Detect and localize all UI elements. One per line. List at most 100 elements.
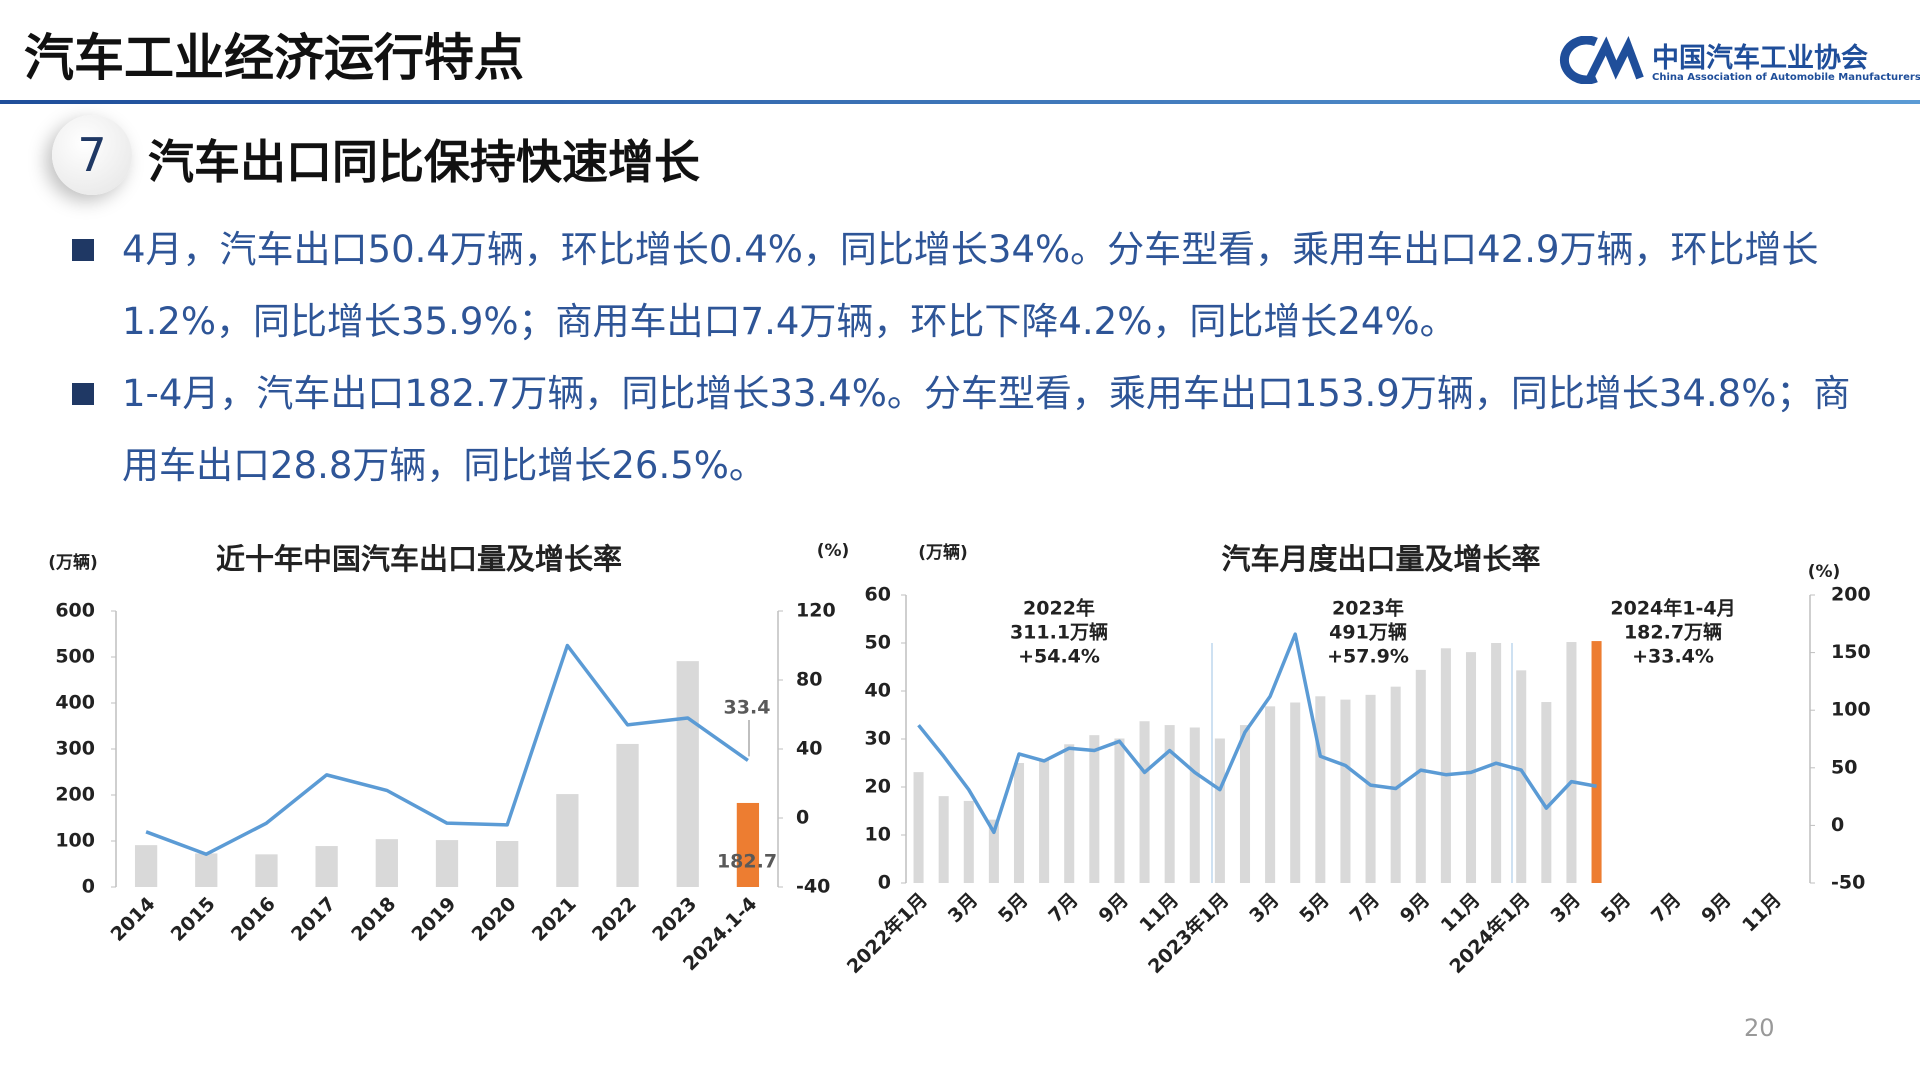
- section-number: 7: [52, 115, 132, 195]
- line: [917, 632, 1597, 835]
- bar: [1265, 706, 1276, 883]
- y2-tick-label: 150: [1831, 641, 1871, 663]
- bar: [315, 846, 338, 887]
- x-tick-label: 2021: [528, 893, 581, 946]
- bar: [1189, 727, 1200, 883]
- y-tick-label: 40: [865, 680, 891, 702]
- bar: [1365, 694, 1376, 883]
- line: [145, 643, 749, 856]
- y-tick-label: 100: [55, 830, 95, 852]
- chart-title: 汽车月度出口量及增长率: [1221, 542, 1540, 576]
- annotation: 311.1万辆: [1010, 621, 1108, 644]
- y2-axis-unit: (%): [817, 541, 850, 561]
- x-tick-label: 7月: [1346, 889, 1384, 927]
- bar: [134, 845, 158, 887]
- x-tick-label: 2023: [648, 893, 701, 946]
- x-tick-label: 2022: [588, 893, 641, 946]
- bar: [496, 841, 519, 887]
- y-tick-label: 50: [865, 632, 891, 654]
- bar: [1039, 760, 1050, 883]
- y2-tick-label: 0: [796, 807, 809, 829]
- bar: [195, 853, 218, 887]
- bar: [1440, 648, 1451, 883]
- x-tick-label: 2018: [347, 893, 400, 946]
- y-axis-unit: (万辆): [918, 542, 968, 563]
- y-tick-label: 600: [55, 600, 95, 622]
- y2-tick-label: -50: [1831, 872, 1865, 894]
- x-tick-label: 3月: [1547, 889, 1585, 927]
- bullet-list: 4月，汽车出口50.4万辆，环比增长0.4%，同比增长34%。分车型看，乘用车出…: [72, 214, 1862, 502]
- x-tick-label: 9月: [1396, 889, 1434, 927]
- x-tick-label: 2019: [407, 893, 460, 946]
- bar: [1315, 696, 1326, 883]
- bullet: 4月，汽车出口50.4万辆，环比增长0.4%，同比增长34%。分车型看，乘用车出…: [72, 214, 1862, 358]
- x-tick-label: 2014: [107, 893, 160, 946]
- bar: [556, 794, 579, 887]
- annotation: +33.4%: [1632, 646, 1714, 668]
- x-tick-label: 2017: [287, 893, 340, 946]
- y2-tick-label: 100: [1831, 699, 1871, 721]
- bar: [1566, 642, 1577, 883]
- y-tick-label: 400: [55, 692, 95, 714]
- bar: [1064, 744, 1075, 883]
- y-tick-label: 60: [865, 584, 891, 606]
- bar: [963, 800, 974, 883]
- y-tick-label: 500: [55, 646, 95, 668]
- bar: [616, 743, 639, 887]
- bar: [1139, 721, 1150, 883]
- y2-tick-label: 80: [796, 669, 822, 691]
- x-tick-label: 7月: [1044, 889, 1082, 927]
- bar: [913, 772, 924, 883]
- x-tick-label: 5月: [1597, 889, 1635, 927]
- x-tick-label: 2016: [227, 893, 280, 946]
- annotation: 2022年: [1023, 597, 1095, 620]
- bar: [1415, 669, 1426, 883]
- y-tick-label: 300: [55, 738, 95, 760]
- logo-text: 中国汽车工业协会: [1652, 43, 1868, 74]
- y2-tick-label: 50: [1831, 756, 1857, 778]
- bar: [1465, 652, 1477, 883]
- annotation: 2023年: [1332, 597, 1404, 620]
- logo-mark: [1559, 36, 1644, 84]
- bar: [1214, 738, 1225, 883]
- x-tick-label: 2020: [468, 893, 521, 946]
- y2-axis-unit: (%): [1808, 562, 1841, 582]
- bar: [1541, 702, 1552, 883]
- x-tick-label: 3月: [944, 889, 982, 927]
- y2-tick-label: 40: [796, 738, 822, 760]
- bar: [1164, 725, 1175, 883]
- bar: [1239, 725, 1251, 883]
- x-tick-label: 9月: [1095, 889, 1133, 927]
- header-rule: [0, 100, 1920, 104]
- y-tick-label: 0: [878, 872, 891, 894]
- bar: [676, 661, 699, 887]
- x-tick-label: 9月: [1697, 889, 1735, 927]
- annotation: 182.7万辆: [1624, 621, 1722, 644]
- bullet: 1-4月，汽车出口182.7万辆，同比增长33.4%。分车型看，乘用车出口153…: [72, 358, 1862, 502]
- bar: [1390, 686, 1401, 883]
- y-tick-label: 10: [865, 824, 891, 846]
- bar: [1089, 735, 1100, 883]
- y-tick-label: 20: [865, 776, 891, 798]
- x-tick-label: 5月: [994, 889, 1032, 927]
- annotation: +57.9%: [1327, 646, 1409, 668]
- y-tick-label: 30: [865, 728, 891, 750]
- y2-tick-label: -40: [796, 876, 830, 898]
- data-label: 182.7: [717, 851, 777, 873]
- bar: [1013, 763, 1025, 883]
- x-tick-label: 3月: [1245, 889, 1283, 927]
- y2-tick-label: 200: [1831, 584, 1871, 606]
- x-tick-label: 2015: [167, 893, 220, 946]
- y-tick-label: 0: [82, 876, 95, 898]
- section-title: 汽车出口同比保持快速增长: [148, 135, 700, 189]
- bar: [1290, 702, 1301, 883]
- y2-tick-label: 0: [1831, 814, 1844, 836]
- bar: [1340, 699, 1351, 883]
- annotation: +54.4%: [1018, 646, 1100, 668]
- x-tick-label: 7月: [1647, 889, 1685, 927]
- bar: [1591, 641, 1602, 883]
- y-axis-unit: (万辆): [48, 552, 98, 573]
